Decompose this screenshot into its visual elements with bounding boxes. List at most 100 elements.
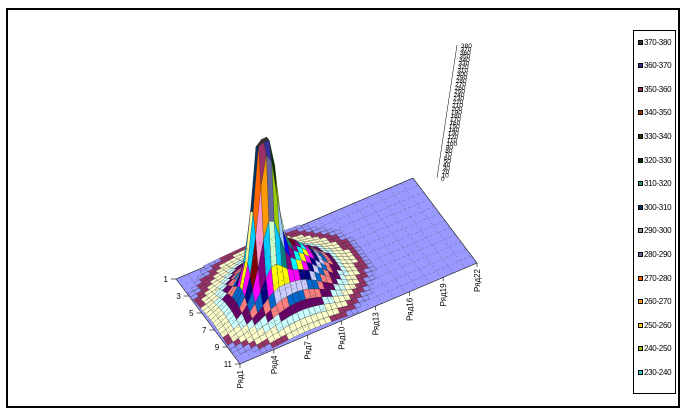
series-tick-label: Ряд1	[236, 369, 245, 388]
legend-swatch	[638, 275, 643, 281]
floor-gridline	[187, 273, 252, 360]
floor-gridline	[235, 253, 300, 339]
series-tick-label: Ряд10	[338, 326, 347, 350]
legend-item: 240-250	[638, 344, 672, 354]
floor-gridline	[353, 203, 418, 289]
series-tick-label: Ряд19	[439, 283, 448, 307]
z-tick-label: 240	[454, 92, 465, 99]
z-tick-label: 110	[447, 138, 458, 145]
row-tick-label: 9	[215, 343, 220, 352]
row-tick-label: 11	[224, 360, 233, 369]
series-tick-label: Ряд13	[371, 312, 380, 336]
floor-gridline	[329, 213, 395, 299]
legend-item: 360-370	[638, 61, 672, 71]
legend-swatch	[638, 110, 643, 116]
legend-item: 290-300	[638, 226, 672, 236]
floor-gridline	[207, 220, 446, 322]
legend-label: 360-370	[644, 61, 672, 71]
legend-label: 330-340	[644, 131, 672, 141]
legend-swatch	[638, 369, 643, 375]
legend-swatch	[638, 181, 643, 187]
chart-legend: 370-380 360-370 350-360 340-350 330-340 320-3…	[633, 30, 676, 394]
floor-gridline	[175, 278, 241, 365]
z-tick-label: 160	[449, 120, 460, 127]
z-tick-label: 120	[447, 134, 458, 141]
floor-gridline	[211, 263, 276, 349]
legend-swatch	[638, 133, 643, 139]
floor-gridline	[223, 258, 288, 344]
legend-label: 370-380	[644, 37, 672, 47]
z-tick-label: 330	[458, 61, 469, 68]
floor-gridline	[282, 233, 347, 319]
floor-gridline	[401, 182, 466, 269]
legend-item: 250-260	[638, 320, 672, 330]
z-tick-label: 230	[453, 96, 464, 103]
floor-gridline	[412, 177, 478, 264]
legend-item: 320-330	[638, 155, 672, 165]
legend-label: 260-270	[644, 297, 672, 307]
legend-swatch	[638, 346, 643, 352]
legend-label: 230-240	[644, 367, 672, 377]
legend-item: 300-310	[638, 202, 672, 212]
legend-swatch	[638, 39, 643, 45]
legend-item: 230-240	[638, 367, 672, 377]
z-tick-label: 210	[452, 103, 463, 110]
floor-gridline	[234, 255, 472, 358]
floor-gridline	[365, 198, 430, 284]
z-tick-label: 90	[446, 145, 454, 152]
z-tick-label: 370	[460, 47, 471, 54]
floor-gridline	[377, 193, 442, 279]
z-tick-label: 140	[448, 127, 459, 134]
legend-label: 350-360	[644, 84, 672, 94]
legend-label: 290-300	[644, 226, 672, 236]
legend-label: 280-290	[644, 249, 672, 259]
legend-swatch	[638, 204, 643, 210]
z-tick-label: 80	[445, 148, 453, 155]
z-tick-label: 220	[453, 99, 464, 106]
z-tick-label: 300	[457, 71, 468, 78]
z-tick-label: 200	[452, 106, 463, 113]
legend-label: 320-330	[644, 155, 672, 165]
z-tick-label: 40	[443, 162, 451, 169]
z-axis-line	[436, 44, 458, 179]
z-tick-label: 100	[446, 141, 457, 148]
legend-label: 340-350	[644, 108, 672, 118]
z-tick-label: 280	[456, 78, 467, 85]
floor-gridline	[239, 262, 478, 365]
floor-gridline	[389, 188, 454, 274]
floor-gridline	[258, 243, 324, 329]
floor-gridline	[341, 208, 407, 294]
floor-gridline	[229, 248, 467, 350]
z-tick-label: 20	[442, 169, 450, 176]
z-tick-label: 350	[459, 54, 470, 61]
legend-swatch	[638, 251, 643, 257]
z-tick-label: 150	[449, 124, 460, 131]
z-tick-label: 340	[459, 57, 470, 64]
legend-swatch	[638, 228, 643, 234]
legend-label: 300-310	[644, 202, 672, 212]
row-tick-label: 1	[164, 275, 169, 284]
legend-label: 250-260	[644, 320, 672, 330]
floor-gridline	[181, 184, 419, 287]
z-tick-label: 60	[444, 155, 452, 162]
legend-item: 280-290	[638, 249, 672, 259]
floor-gridline	[197, 206, 435, 308]
floor-gridline	[246, 248, 312, 334]
legend-item: 330-340	[638, 131, 672, 141]
floor-gridline	[191, 199, 430, 301]
z-tick-label: 270	[455, 82, 466, 89]
z-tick-label: 30	[443, 166, 451, 173]
floor-gridline	[213, 227, 451, 329]
legend-label: 270-280	[644, 273, 672, 283]
row-tick-label: 5	[189, 309, 194, 318]
z-tick-label: 190	[451, 110, 462, 117]
legend-item: 260-270	[638, 297, 672, 307]
floor-gridline	[175, 177, 414, 280]
legend-swatch	[638, 86, 643, 92]
legend-label: 240-250	[644, 344, 672, 354]
row-tick-label: 3	[176, 292, 181, 301]
floor-gridline	[218, 234, 456, 336]
floor-gridline	[318, 218, 383, 304]
legend-item: 310-320	[638, 179, 672, 189]
